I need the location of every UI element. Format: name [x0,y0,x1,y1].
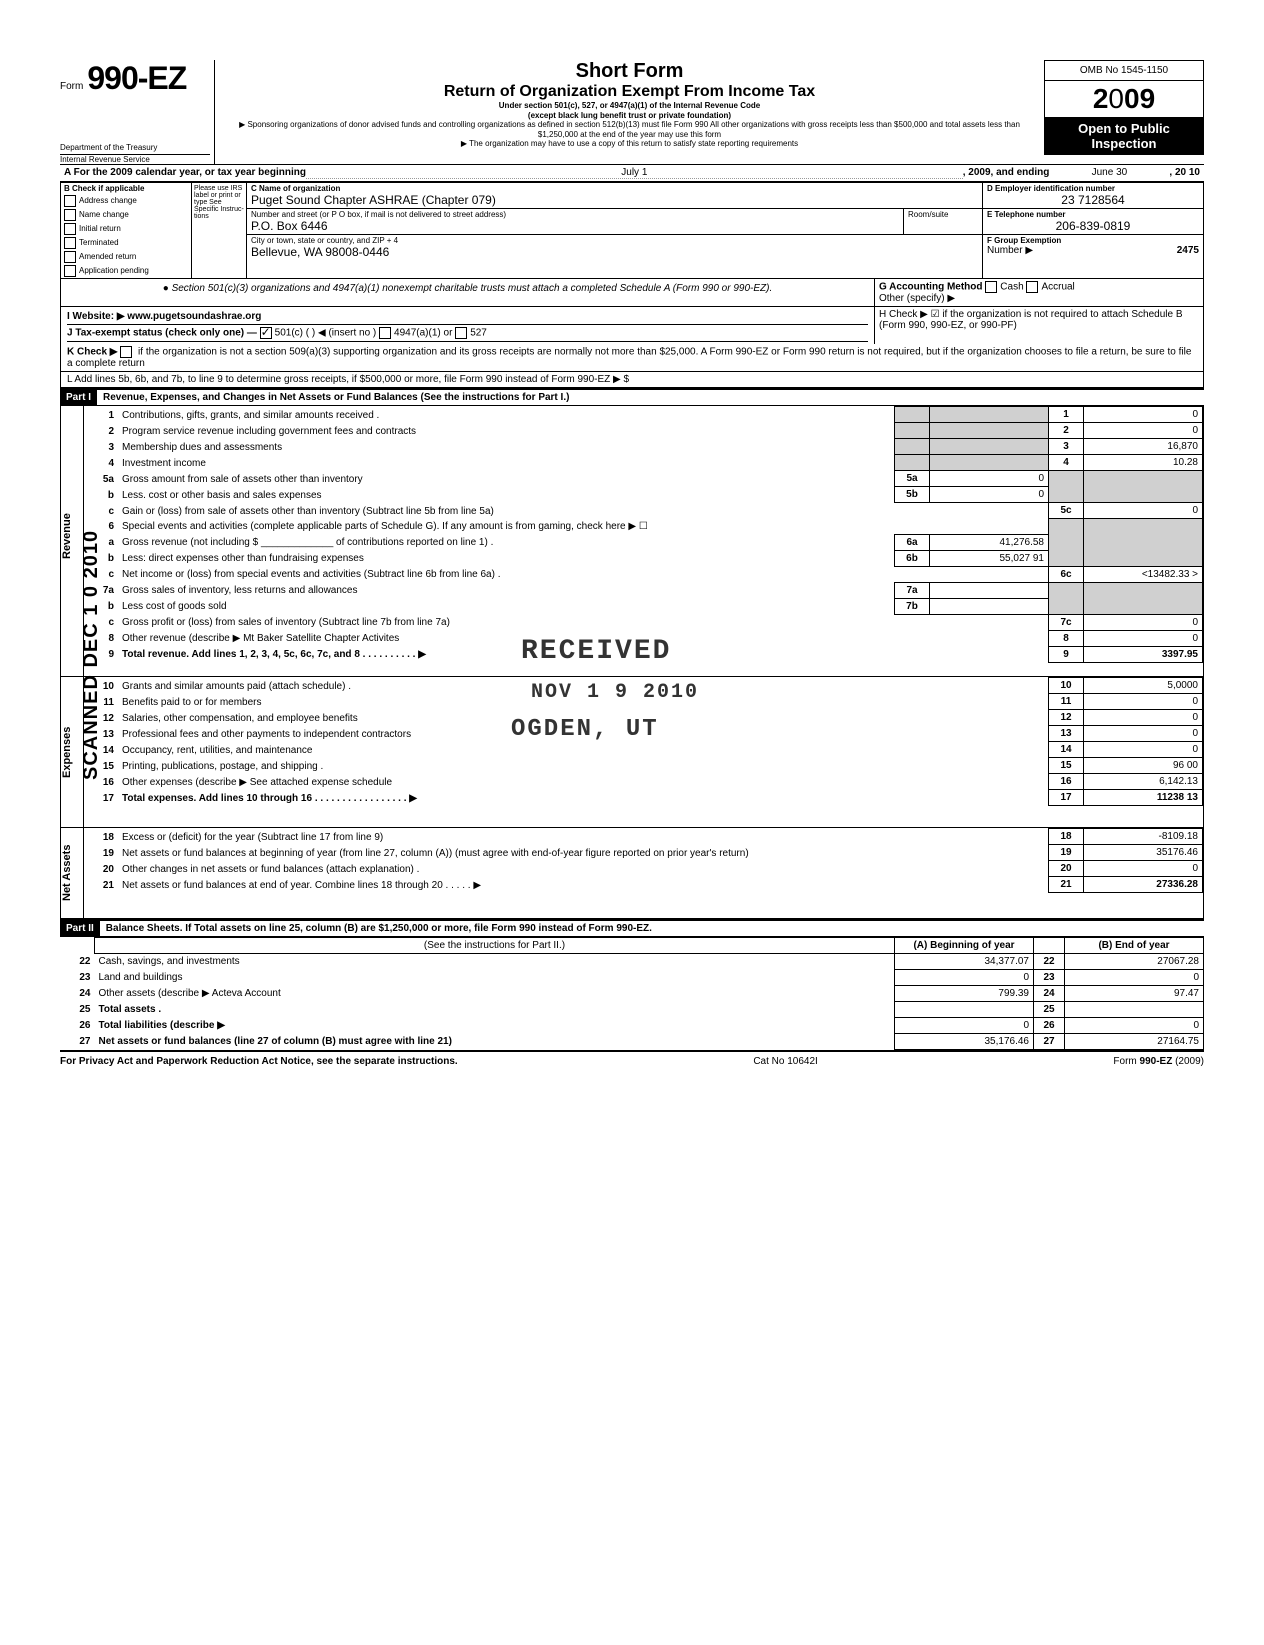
subtitle1: Under section 501(c), 527, or 4947(a)(1)… [223,101,1036,111]
revenue-label: Revenue [61,406,73,676]
line-a-label: A For the 2009 calendar year, or tax yea… [64,167,306,179]
tax-year-begin[interactable]: July 1 [306,167,963,179]
group-num-label: Number ▶ [987,245,1033,256]
k-text: if the organization is not a section 509… [67,347,1191,369]
expenses-table: 10Grants and similar amounts paid (attac… [84,677,1203,806]
line-l: L Add lines 5b, 6b, and 7b, to line 9 to… [60,372,1204,388]
revenue-table: 1Contributions, gifts, grants, and simil… [84,406,1203,663]
open-to-public: Open to Public Inspection [1044,117,1204,155]
check-k[interactable] [120,346,132,358]
check-name-change[interactable]: Name change [61,208,191,222]
org-name[interactable]: Puget Sound Chapter ASHRAE (Chapter 079) [251,193,978,207]
footer-cat: Cat No 10642I [753,1056,818,1067]
part1-title: Revenue, Expenses, and Changes in Net As… [97,390,1204,405]
check-h[interactable]: H Check ▶ ☑ if the organization is not r… [874,307,1203,344]
form-number: 990-EZ [87,60,186,97]
label-ein: D Employer identification number [987,184,1199,193]
title-short-form: Short Form [223,60,1036,83]
check-initial-return[interactable]: Initial return [61,222,191,236]
balance-sheet-table: (See the instructions for Part II.) (A) … [60,937,1204,1050]
label-city: City or town, state or country, and ZIP … [251,236,978,245]
accounting-other[interactable]: Other (specify) ▶ [879,293,1199,304]
note1: ▶ Sponsoring organizations of donor advi… [223,120,1036,139]
title-return: Return of Organization Exempt From Incom… [223,83,1036,101]
footer-form: Form 990-EZ (2009) [1113,1056,1204,1067]
note2: ▶ The organization may have to use a cop… [223,139,1036,149]
part1-label: Part I [60,390,97,405]
label-address: Number and street (or P O box, if mail i… [251,210,899,219]
label-website: I Website: ▶ [67,311,125,322]
expenses-label: Expenses [61,677,73,827]
tax-year: 2009 [1044,81,1204,117]
group-value[interactable]: 2475 [1177,245,1199,256]
ein-value[interactable]: 23 7128564 [987,193,1199,207]
col-b-header: B Check if applicable [61,183,191,194]
check-pending[interactable]: Application pending [61,264,191,278]
check-address-change[interactable]: Address change [61,194,191,208]
website-value[interactable]: www.pugetsoundashrae.org [127,311,261,322]
label-k: K Check ▶ [67,347,117,358]
accounting-method[interactable]: G Accounting Method Cash Accrual [879,281,1199,293]
label-group: F Group Exemption [987,236,1199,245]
check-terminated[interactable]: Terminated [61,236,191,250]
label-room: Room/suite [903,209,982,234]
form-prefix: Form [60,81,83,92]
org-address[interactable]: P.O. Box 6446 [251,219,899,233]
label-org-name: C Name of organization [251,184,978,193]
dept-irs: Internal Revenue Service [60,155,210,164]
org-city[interactable]: Bellevue, WA 98008-0446 [251,245,978,259]
netassets-table: 18Excess or (deficit) for the year (Subt… [84,828,1203,893]
tel-value[interactable]: 206-839-0819 [987,219,1199,233]
line-a-mid: , 2009, and ending [963,167,1050,179]
check-amended[interactable]: Amended return [61,250,191,264]
dept-treasury: Department of the Treasury [60,143,210,155]
sec-501c3-note: ● Section 501(c)(3) organizations and 49… [61,279,874,306]
tax-exempt-status[interactable]: J Tax-exempt status (check only one) — 5… [67,325,868,342]
line-a-suffix: , 20 10 [1169,167,1200,179]
netassets-label: Net Assets [61,828,73,918]
label-tel: E Telephone number [987,210,1199,219]
please-instructions: Please use IRS label or print or type Se… [192,183,247,278]
part2-label: Part II [60,921,100,936]
part2-title: Balance Sheets. If Total assets on line … [100,921,1204,936]
footer-privacy: For Privacy Act and Paperwork Reduction … [60,1056,458,1067]
omb-number: OMB No 1545-1150 [1044,60,1204,81]
tax-year-end[interactable]: June 30 [1049,167,1169,179]
subtitle2: (except black lung benefit trust or priv… [223,111,1036,121]
